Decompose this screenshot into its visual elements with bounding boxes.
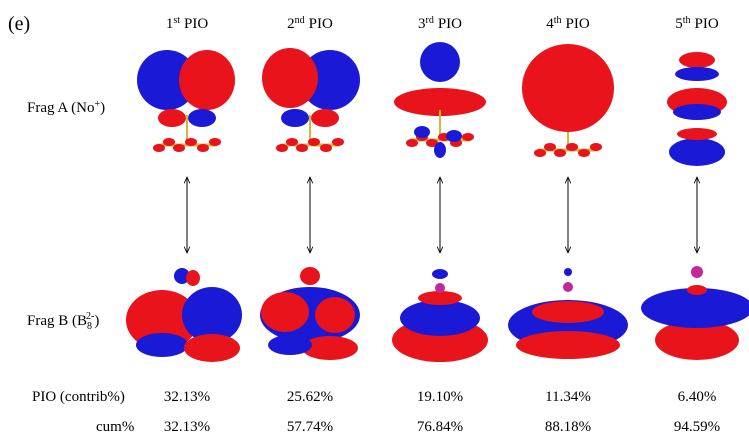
cum-value: 57.74% <box>287 419 333 435</box>
blue-lobe <box>414 126 430 138</box>
red-lobe <box>296 144 308 152</box>
cum-value: 32.13% <box>164 419 210 435</box>
red-lobe <box>308 138 320 146</box>
red-lobe <box>679 52 715 68</box>
header-rest: PIO <box>309 16 333 32</box>
red-lobe <box>532 301 604 323</box>
red-lobe <box>516 331 620 359</box>
header-num: 2 <box>287 16 295 32</box>
blue-lobe <box>446 130 462 142</box>
red-lobe <box>209 138 221 146</box>
red-lobe <box>153 144 165 152</box>
column-header: 3rd PIO <box>418 15 462 32</box>
red-lobe <box>186 270 200 286</box>
frag-b-text: Frag B (B <box>27 313 87 329</box>
red-lobe <box>406 139 418 147</box>
red-lobe <box>173 144 185 152</box>
cum-value: 94.59% <box>674 419 720 435</box>
red-lobe <box>522 44 614 132</box>
frag-b-sub: 8 <box>87 321 92 332</box>
blue-lobe <box>400 300 480 336</box>
header-num: 1 <box>166 16 174 32</box>
red-lobe <box>687 285 707 295</box>
red-lobe <box>534 149 546 157</box>
contrib-value: 32.13% <box>164 389 210 405</box>
panel-label: (e) <box>8 13 30 35</box>
red-lobe <box>184 334 240 362</box>
cum-value: 88.18% <box>545 419 591 435</box>
blue-lobe <box>564 268 572 276</box>
red-lobe <box>185 138 197 146</box>
red-lobe <box>590 143 602 151</box>
red-lobe <box>462 133 474 141</box>
red-lobe <box>544 143 556 151</box>
blue-lobe <box>675 67 719 81</box>
frag-a-label: Frag A (No+) <box>27 99 105 116</box>
row-contrib-label: PIO (contrib%) <box>32 389 125 405</box>
header-sup: st <box>173 15 180 26</box>
red-lobe <box>554 149 566 157</box>
header-num: 3 <box>418 16 426 32</box>
figure: (e) Frag A (No+) Frag B (B82-) PIO (cont… <box>0 0 749 439</box>
column-header: 1st PIO <box>166 15 209 32</box>
blue-lobe <box>435 283 445 293</box>
row-cum-label: cum% <box>96 419 134 435</box>
red-lobe <box>320 144 332 152</box>
red-lobe <box>677 128 717 140</box>
blue-lobe <box>432 269 448 279</box>
frag-a-close: ) <box>100 100 105 116</box>
red-lobe <box>197 144 209 152</box>
columns: 1st PIO 32.13% 32.13% 2nd PIO 25.62% 57.74% 3rd P… <box>126 15 749 435</box>
frag-a-text: Frag A (No <box>27 100 95 116</box>
contrib-value: 25.62% <box>287 389 333 405</box>
red-lobe <box>179 50 235 110</box>
header-sup: rd <box>425 15 433 26</box>
contrib-value: 19.10% <box>417 389 463 405</box>
blue-lobe <box>136 333 188 357</box>
blue-lobe <box>673 104 721 120</box>
blue-lobe <box>281 109 309 127</box>
header-rest: PIO <box>566 16 590 32</box>
red-lobe <box>261 292 309 332</box>
blue-lobe <box>188 109 216 127</box>
header-rest: PIO <box>184 16 208 32</box>
red-lobe <box>418 291 462 305</box>
red-lobe <box>300 267 320 285</box>
frag-b-sup: 2- <box>86 311 94 322</box>
header-num: 5 <box>675 16 683 32</box>
blue-lobe <box>268 335 312 355</box>
header-sup: nd <box>295 15 305 26</box>
blue-lobe <box>434 142 446 158</box>
contrib-value: 11.34% <box>545 389 591 405</box>
red-lobe <box>332 138 344 146</box>
red-lobe <box>262 48 318 108</box>
contrib-value: 6.40% <box>678 389 717 405</box>
red-lobe <box>158 109 186 127</box>
header-sup: th <box>683 15 691 26</box>
red-lobe <box>566 143 578 151</box>
column-header: 5th PIO <box>675 15 719 32</box>
red-lobe <box>163 138 175 146</box>
red-lobe <box>311 109 339 127</box>
red-lobe <box>286 138 298 146</box>
red-lobe <box>578 149 590 157</box>
blue-lobe <box>563 282 573 292</box>
blue-lobe <box>420 42 460 82</box>
column-header: 2nd PIO <box>287 15 333 32</box>
frag-b-close: ) <box>94 313 99 329</box>
blue-lobe <box>691 266 703 278</box>
frag-b-label: Frag B (B82-) <box>27 311 99 332</box>
header-rest: PIO <box>438 16 462 32</box>
header-sup: th <box>554 15 562 26</box>
red-lobe <box>315 297 355 333</box>
red-lobe <box>276 144 288 152</box>
blue-lobe <box>669 138 725 166</box>
header-rest: PIO <box>695 16 719 32</box>
cum-value: 76.84% <box>417 419 463 435</box>
